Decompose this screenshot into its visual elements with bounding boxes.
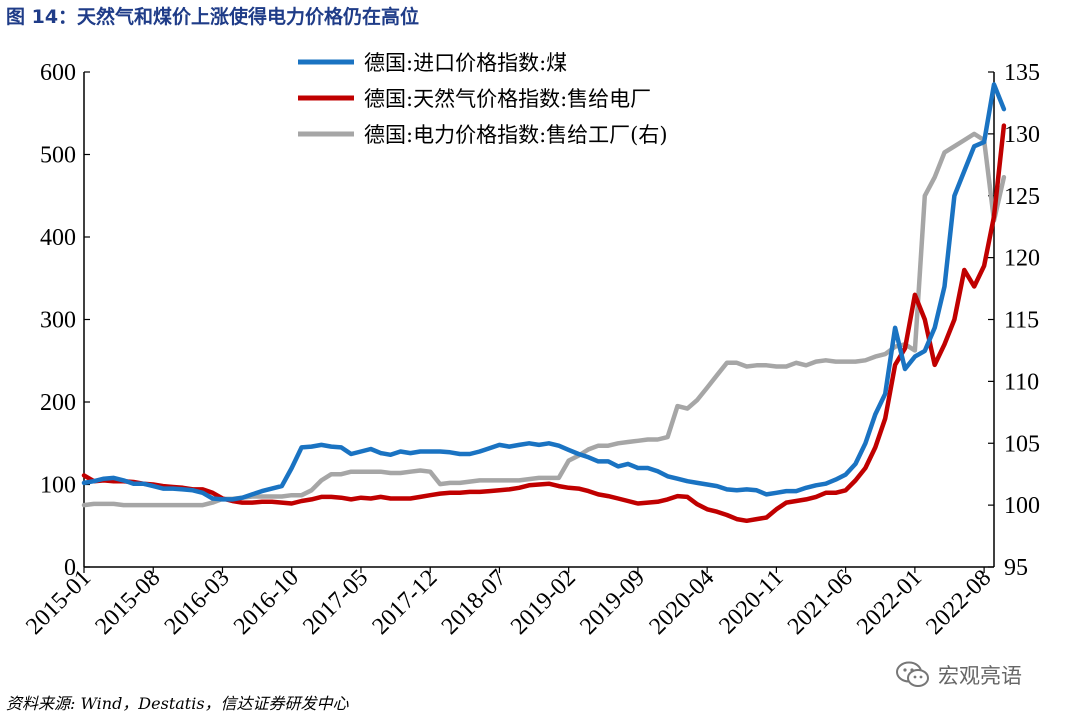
series-layer	[81, 82, 1007, 524]
right-tick-label: 135	[1004, 60, 1040, 86]
x-tick-label: 2016-03	[160, 565, 235, 640]
left-tick-label: 600	[40, 60, 76, 86]
left-tick-label: 0	[64, 555, 76, 581]
x-tick-label: 2020-11	[714, 565, 788, 639]
x-tick-label: 2018-07	[437, 565, 512, 640]
x-tick-label: 2021-06	[783, 565, 858, 640]
x-tick-label: 2015-08	[91, 565, 166, 640]
series-line-1	[81, 82, 1007, 502]
x-tick-label: 2016-10	[229, 565, 304, 640]
left-tick-label: 500	[40, 143, 76, 169]
source-note: 资料来源: Wind，Destatis，信达证券研发中心	[6, 694, 349, 713]
x-tick-label: 2015-01	[21, 565, 96, 640]
right-tick-label: 100	[1004, 493, 1040, 519]
wechat-icon	[896, 661, 929, 687]
series-line-2	[81, 123, 1007, 524]
chart-title: 图 14：天然气和煤价上涨使得电力价格仍在高位	[6, 6, 420, 28]
right-tick-label: 120	[1004, 246, 1040, 272]
x-tick-label: 2019-02	[506, 565, 581, 640]
right-tick-label: 105	[1004, 431, 1040, 457]
right-tick-label: 110	[1004, 369, 1039, 395]
x-tick-label: 2022-08	[921, 565, 996, 640]
left-tick-label: 100	[40, 473, 76, 499]
right-tick-label: 115	[1004, 308, 1039, 334]
x-tick-label: 2017-12	[367, 565, 442, 640]
legend-label-3: 德国:电力价格指数:售给工厂(右)	[364, 123, 668, 147]
legend-label-1: 德国:进口价格指数:煤	[364, 51, 567, 75]
right-tick-label: 95	[1004, 555, 1028, 581]
right-tick-label: 130	[1004, 122, 1040, 148]
x-tick-label: 2017-05	[298, 565, 373, 640]
right-tick-label: 125	[1004, 184, 1040, 210]
series-line-3	[81, 131, 1007, 508]
legend-label-2: 德国:天然气价格指数:售给电厂	[364, 87, 651, 111]
left-tick-label: 300	[40, 308, 76, 334]
x-tick-label: 2020-04	[644, 565, 719, 640]
watermark: 宏观亮语	[896, 660, 1022, 690]
x-tick-label: 2022-01	[852, 565, 927, 640]
left-tick-label: 200	[40, 390, 76, 416]
left-tick-label: 400	[40, 225, 76, 251]
legend: 德国:进口价格指数:煤德国:天然气价格指数:售给电厂德国:电力价格指数:售给工厂…	[298, 51, 668, 147]
x-tick-label: 2019-09	[575, 565, 650, 640]
watermark-text: 宏观亮语	[938, 664, 1022, 688]
